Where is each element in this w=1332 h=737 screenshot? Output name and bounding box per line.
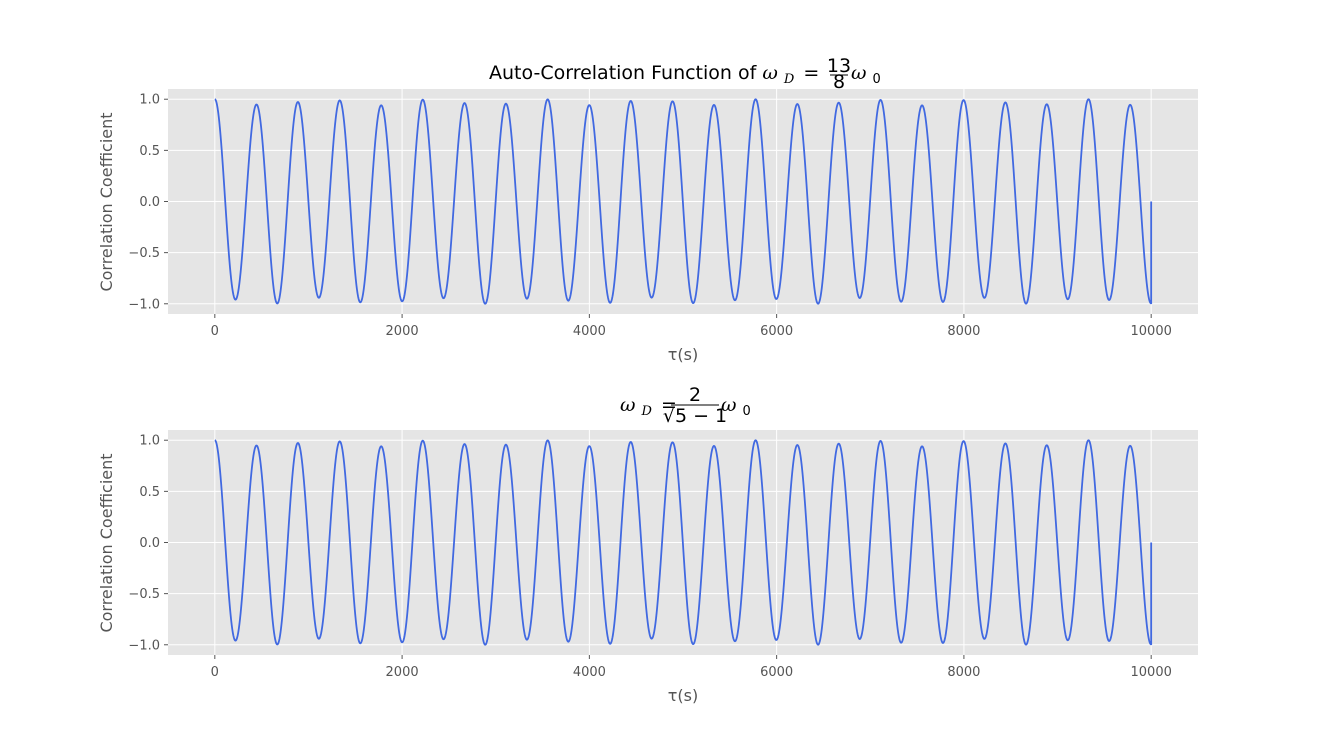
svg-text:Auto-Correlation Function of: Auto-Correlation Function of ω D =	[489, 62, 819, 88]
x-tick-label: 10000	[1131, 324, 1172, 339]
x-tick-label: 2000	[386, 665, 419, 680]
x-tick-label: 2000	[386, 324, 419, 339]
x-axis-label-1: τ(s)	[668, 345, 698, 364]
svg-text:ω 0: ω 0	[721, 394, 751, 419]
y-tick-label: 0.0	[139, 195, 160, 210]
y-tick-label: 0.5	[139, 144, 160, 159]
x-tick-label: 6000	[760, 665, 793, 680]
y-tick-label: 1.0	[139, 434, 160, 449]
title-2-omega: ω	[620, 394, 636, 416]
title-1-sub-0: 0	[873, 72, 881, 87]
y-axis-label-1: Correlation Coefficient	[97, 112, 116, 291]
x-tick-label: 8000	[947, 324, 980, 339]
svg-text:ω 0: ω 0	[851, 62, 881, 87]
x-tick-label: 4000	[573, 665, 606, 680]
title-1-text: Auto-Correlation Function of	[489, 62, 762, 84]
chart-panel-2: 1.0 0.5 0.0 −0.5 −1.0 0 2000 4000 6000 8000 10000…	[97, 384, 1198, 705]
series-line-1	[214, 98, 1153, 305]
x-tick-label: 0	[211, 665, 219, 680]
y-tick-label: 0.5	[139, 485, 160, 500]
y-axis-label-2: Correlation Coefficient	[97, 453, 116, 632]
chart-title-1: Auto-Correlation Function of ω D = 13 8 …	[489, 55, 881, 93]
y-tick-label: −0.5	[128, 587, 160, 602]
title-1-omega: ω	[762, 62, 778, 84]
y-tick-label: −1.0	[128, 297, 160, 312]
x-tick-label: 0	[211, 324, 219, 339]
y-ticks-2: 1.0 0.5 0.0 −0.5 −1.0	[128, 434, 168, 653]
title-2-sub-d: D	[641, 404, 653, 419]
title-2-num: 2	[689, 384, 701, 406]
title-1-omega0: ω	[851, 62, 867, 84]
x-ticks-2: 0 2000 4000 6000 8000 10000	[211, 655, 1172, 680]
correlation-line	[214, 98, 1153, 305]
x-tick-label: 10000	[1131, 665, 1172, 680]
y-tick-label: 1.0	[139, 93, 160, 108]
series-line-2	[214, 439, 1153, 646]
title-2-omega0: ω	[721, 394, 737, 416]
correlation-line	[214, 439, 1153, 646]
x-tick-label: 6000	[760, 324, 793, 339]
y-tick-label: −1.0	[128, 638, 160, 653]
title-1-num: 13	[827, 55, 851, 77]
title-2-den: √5 − 1	[663, 405, 727, 427]
y-tick-label: 0.0	[139, 536, 160, 551]
title-2-eq: =	[661, 394, 677, 416]
x-tick-label: 8000	[947, 665, 980, 680]
x-ticks-1: 0 2000 4000 6000 8000 10000	[211, 314, 1172, 339]
chart-panel-1: 1.0 0.5 0.0 −0.5 −1.0 0 2000 4000 6000 8000 10000…	[97, 55, 1198, 364]
y-tick-label: −0.5	[128, 246, 160, 261]
title-1-den: 8	[833, 71, 845, 93]
x-tick-label: 4000	[573, 324, 606, 339]
title-2-sub-0: 0	[743, 404, 751, 419]
title-1-sub-d: D	[783, 72, 795, 87]
chart-title-2: ω D = 2 √5 − 1 ω 0	[620, 384, 751, 427]
x-axis-label-2: τ(s)	[668, 686, 698, 705]
y-ticks-1: 1.0 0.5 0.0 −0.5 −1.0	[128, 93, 168, 312]
svg-text:ω D =: ω D =	[620, 394, 677, 420]
title-1-eq: =	[803, 62, 819, 84]
